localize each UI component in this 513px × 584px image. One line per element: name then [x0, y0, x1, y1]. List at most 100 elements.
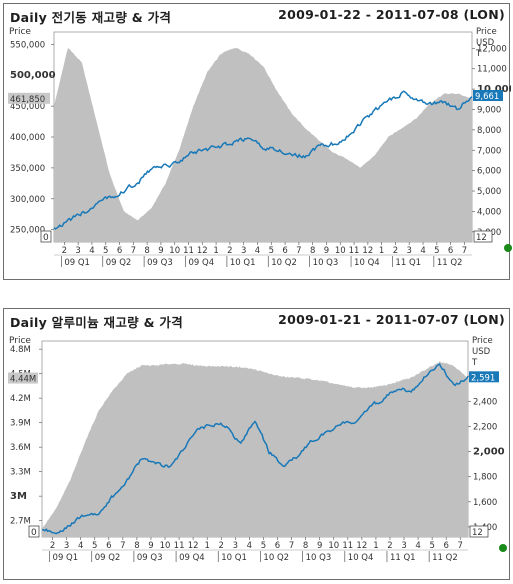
right-current-box — [473, 89, 503, 101]
date-range: 2009-01-22 - 2011-07-08 (LON) — [278, 7, 505, 22]
left-tick-label: 3.9M — [10, 419, 31, 429]
right-tick-label: 2,400 — [473, 397, 497, 407]
quarter-label: 10 Q2 — [271, 258, 297, 268]
quarter-label: 10 Q4 — [354, 258, 380, 268]
month-tick-label: 4 — [247, 541, 252, 551]
month-tick-label: 7 — [289, 541, 294, 551]
left-tick-label: 400,000 — [10, 133, 45, 143]
month-tick-label: 9 — [324, 246, 329, 256]
quarter-label: 11 Q1 — [395, 258, 421, 268]
quarter-label: 09 Q1 — [53, 553, 79, 563]
month-tick-label: 9 — [158, 246, 163, 256]
copper-chart-panel: Daily 전기동 재고량 & 가격 2009-01-22 - 2011-07-… — [3, 3, 511, 280]
quarter-label: 09 Q2 — [95, 553, 121, 563]
left-tick-label: 450,000 — [10, 102, 45, 112]
left-tick-label: 3M — [10, 491, 27, 502]
quarter-label: 09 Q4 — [179, 553, 205, 563]
month-tick-label: 4 — [255, 246, 260, 256]
left-tick-label: 500,000 — [10, 70, 56, 81]
month-tick-label: 6 — [275, 541, 280, 551]
left-zero-box — [28, 525, 40, 538]
left-current-box — [8, 92, 50, 104]
left-tick-label: 250,000 — [10, 226, 45, 236]
copper-chart-svg: Price 550,000 500,000 450,000 400,000 350,000… — [8, 27, 511, 268]
right-axis-header: USD — [472, 347, 491, 357]
month-tick-label: 11 — [342, 541, 353, 551]
right-tick-label: 1,800 — [473, 473, 497, 483]
right-current-label: 2,591 — [471, 373, 495, 383]
month-tick-label: 7 — [120, 541, 125, 551]
left-zero-label: 0 — [43, 233, 49, 243]
left-tick-label: 2.7M — [10, 517, 31, 527]
quarter-label: 10 Q3 — [313, 258, 339, 268]
month-tick-label: 2 — [387, 541, 392, 551]
month-tick-label: 11 — [349, 246, 360, 256]
right-axis-header: T — [475, 49, 482, 59]
quarter-label: 11 Q2 — [432, 553, 458, 563]
inventory-area-series — [54, 48, 472, 242]
left-tick-label: 350,000 — [10, 164, 45, 174]
month-tick-label: 2 — [227, 246, 232, 256]
quarter-label: 09 Q2 — [106, 258, 132, 268]
month-tick-label: 2 — [393, 246, 398, 256]
quarter-label: 09 Q4 — [189, 258, 215, 268]
right-tick-label: 11,000 — [477, 65, 507, 75]
left-axis-header: Price — [9, 27, 31, 37]
month-tick-label: 5 — [92, 541, 97, 551]
left-tick-label: 300,000 — [10, 195, 45, 205]
right-tick-label: 10,000 — [477, 84, 511, 95]
month-tick-label: 6 — [443, 541, 448, 551]
price-line-series — [53, 90, 473, 230]
month-tick-label: 4 — [420, 246, 425, 256]
month-tick-label: 10 — [160, 541, 171, 551]
month-tick-label: 3 — [233, 541, 238, 551]
month-tick-label: 6 — [282, 246, 287, 256]
month-tick-label: 4 — [89, 246, 94, 256]
month-tick-label: 10 — [169, 246, 180, 256]
right-tick-label: 2,200 — [473, 422, 497, 432]
left-tick-label: 3.3M — [10, 468, 31, 478]
quarter-label: 10 Q3 — [306, 553, 332, 563]
month-tick-label: 12 — [197, 246, 208, 256]
left-tick-label: 4.8M — [10, 345, 31, 355]
right-tick-label: 6,000 — [477, 167, 501, 177]
month-tick-label: 6 — [448, 246, 453, 256]
quarter-label: 10 Q1 — [230, 258, 256, 268]
quarter-label: 09 Q3 — [137, 553, 163, 563]
right-tick-label: 2,000 — [473, 447, 505, 458]
left-current-label: 4.44M — [10, 375, 36, 385]
month-tick-label: 9 — [317, 541, 322, 551]
month-tick-label: 6 — [117, 246, 122, 256]
right-tick-label: 9,000 — [477, 105, 501, 115]
right-tick-label: 1,600 — [473, 498, 497, 508]
month-tick-label: 5 — [103, 246, 108, 256]
right-current-box — [469, 371, 499, 383]
month-tick-label: 10 — [335, 246, 346, 256]
month-tick-label: 4 — [78, 541, 83, 551]
month-tick-label: 3 — [241, 246, 246, 256]
month-tick-label: 3 — [75, 246, 80, 256]
quarter-label: 11 Q1 — [390, 553, 416, 563]
month-tick-label: 12 — [362, 246, 373, 256]
aluminum-chart-svg: Price4.8M4.5M4.2M3.9M3.6M3.3M3M2.7M4.44M… — [8, 336, 505, 563]
month-tick-label: 3 — [407, 246, 412, 256]
chart-title: Daily 알루미늄 재고량 & 가격 — [10, 315, 184, 330]
month-tick-label: 7 — [462, 246, 467, 256]
date-range: 2009-01-21 - 2011-07-07 (LON) — [278, 312, 505, 327]
month-tick-label: 5 — [429, 541, 434, 551]
month-tick-label: 1 — [373, 541, 378, 551]
month-tick-label: 10 — [328, 541, 339, 551]
month-tick-label: 7 — [458, 541, 463, 551]
month-tick-label: 4 — [415, 541, 420, 551]
quarter-label: 10 Q4 — [348, 553, 374, 563]
right-bottom-box — [473, 230, 493, 243]
right-tick-label: 8,000 — [477, 126, 501, 136]
right-tick-label: 4,000 — [477, 207, 501, 217]
month-tick-label: 7 — [131, 246, 136, 256]
month-tick-label: 2 — [62, 246, 67, 256]
month-tick-label: 12 — [356, 541, 367, 551]
left-tick-label: 4.2M — [10, 394, 31, 404]
quarter-label: 10 Q1 — [221, 553, 247, 563]
month-tick-label: 1 — [379, 246, 384, 256]
month-tick-label: 3 — [401, 541, 406, 551]
